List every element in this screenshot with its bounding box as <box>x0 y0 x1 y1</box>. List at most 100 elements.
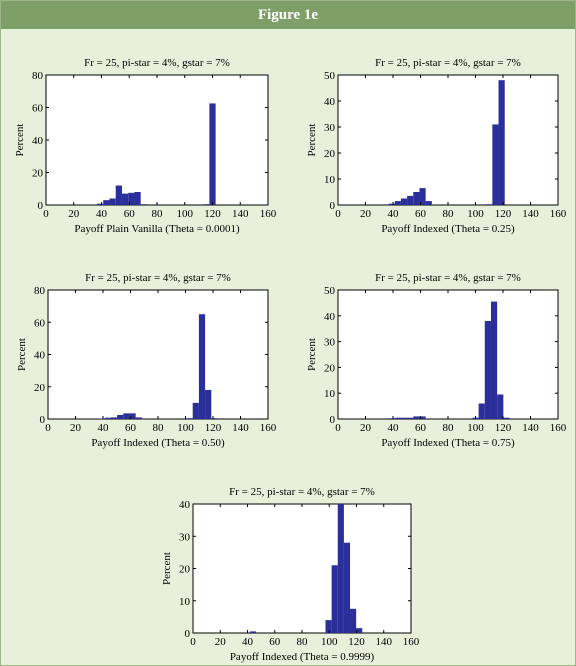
y-tick-label: 80 <box>34 285 46 297</box>
x-tick-label: 20 <box>360 208 372 220</box>
x-tick-label: 100 <box>177 208 194 220</box>
histogram-bar <box>356 628 363 633</box>
x-tick-label: 100 <box>177 422 194 434</box>
y-tick-label: 40 <box>179 499 191 511</box>
histogram-bar <box>498 80 505 205</box>
x-tick-label: 0 <box>43 208 49 220</box>
x-tick-label: 140 <box>232 208 249 220</box>
x-tick-label: 0 <box>335 208 341 220</box>
histogram-bar <box>407 195 414 205</box>
histogram-bar <box>394 201 401 205</box>
histogram-bar <box>211 418 218 419</box>
x-tick-label: 60 <box>125 422 137 434</box>
histogram-bar <box>109 198 116 205</box>
x-axis-label: Payoff Indexed (Theta = 0.50) <box>91 437 225 449</box>
histogram-bar <box>135 417 142 419</box>
figure-title: Figure 1e <box>1 1 575 29</box>
x-tick-label: 160 <box>550 422 567 434</box>
x-axis-label: Payoff Indexed (Theta = 0.25) <box>381 223 515 235</box>
histogram-bar <box>205 389 212 419</box>
x-axis-label: Payoff Plain Vanilla (Theta = 0.0001) <box>74 223 240 235</box>
chart-panel-4: 0 20 40 60 80 100 120 140 160 0 10 20 30 40 50 Fr = 25,… <box>306 272 567 449</box>
x-tick-label: 0 <box>45 422 51 434</box>
histogram-bar <box>400 417 408 419</box>
y-axis-label: Percent <box>306 124 318 157</box>
y-tick-label: 20 <box>32 168 44 180</box>
histogram-bar <box>486 204 493 205</box>
histogram-bar <box>115 185 122 205</box>
histogram-bar <box>400 198 408 205</box>
histogram-bar <box>249 631 257 633</box>
x-tick-label: 20 <box>70 422 82 434</box>
y-tick-label: 20 <box>34 382 46 394</box>
x-tick-label: 120 <box>495 208 512 220</box>
chart-title: Fr = 25, pi-star = 4%, gstar = 7% <box>85 272 231 284</box>
x-tick-label: 40 <box>242 636 254 648</box>
y-tick-label: 10 <box>179 596 191 608</box>
histogram-bar <box>103 200 110 206</box>
y-tick-label: 80 <box>32 70 44 82</box>
y-tick-label: 40 <box>32 135 44 147</box>
histogram-bar <box>134 192 141 205</box>
y-tick-label: 0 <box>185 628 191 640</box>
histogram-bar <box>419 188 426 205</box>
x-tick-label: 120 <box>495 422 512 434</box>
histogram-bar <box>96 203 104 205</box>
histogram-bar <box>331 565 338 633</box>
chart-panel-2: 0 20 40 60 80 100 120 140 160 0 10 20 30 40 50 Fr = 25,… <box>306 57 567 235</box>
y-tick-label: 10 <box>324 388 336 400</box>
x-tick-label: 80 <box>297 636 309 648</box>
y-tick-label: 0 <box>330 200 336 212</box>
histogram-bar <box>110 417 118 419</box>
x-tick-label: 80 <box>152 208 164 220</box>
y-tick-label: 20 <box>324 362 336 374</box>
x-tick-label: 60 <box>269 636 281 648</box>
x-tick-label: 100 <box>467 208 484 220</box>
y-tick-label: 0 <box>38 200 44 212</box>
y-axis-label: Percent <box>161 552 173 585</box>
y-tick-label: 40 <box>324 311 336 323</box>
chart-title: Fr = 25, pi-star = 4%, gstar = 7% <box>229 486 375 498</box>
y-tick-label: 20 <box>324 148 336 160</box>
histogram-bar <box>121 193 129 206</box>
histogram-bar <box>492 124 499 205</box>
histogram-bar <box>419 416 426 419</box>
histogram-bar <box>343 542 351 633</box>
x-tick-label: 0 <box>335 422 341 434</box>
y-tick-label: 30 <box>324 337 336 349</box>
y-tick-label: 30 <box>179 531 191 543</box>
y-tick-label: 50 <box>324 285 336 297</box>
x-axis-label: Payoff Indexed (Theta = 0.9999) <box>230 651 375 663</box>
x-tick-label: 140 <box>522 208 539 220</box>
x-tick-label: 40 <box>98 422 110 434</box>
y-axis-label: Percent <box>306 338 318 371</box>
x-axis-label: Payoff Indexed (Theta = 0.75) <box>381 437 515 449</box>
plot-area <box>337 289 559 420</box>
x-tick-label: 20 <box>68 208 80 220</box>
histogram-bar <box>325 620 332 633</box>
y-axis-label: Percent <box>14 124 26 157</box>
chart-title: Fr = 25, pi-star = 4%, gstar = 7% <box>375 57 521 69</box>
y-axis-label: Percent <box>16 338 28 371</box>
x-tick-label: 140 <box>522 422 539 434</box>
x-tick-label: 60 <box>415 208 427 220</box>
x-tick-label: 120 <box>205 422 222 434</box>
histogram-bar <box>198 314 206 419</box>
histogram-bar <box>209 103 216 205</box>
histogram-bar <box>203 204 210 205</box>
histogram-bar <box>413 416 420 419</box>
histogram-bar <box>123 413 130 419</box>
chart-panel-3: 0 20 40 60 80 100 120 140 160 0 20 40 60 80 Fr = 25, p… <box>16 272 277 449</box>
x-tick-label: 20 <box>215 636 227 648</box>
histogram-bar <box>388 203 395 205</box>
x-tick-label: 60 <box>415 422 427 434</box>
x-tick-label: 20 <box>360 422 372 434</box>
y-tick-label: 30 <box>324 122 336 134</box>
x-tick-label: 160 <box>550 208 567 220</box>
plot-area <box>192 503 412 634</box>
histogram-bar <box>484 320 491 419</box>
histogram-bar <box>425 201 432 205</box>
x-tick-label: 160 <box>403 636 420 648</box>
